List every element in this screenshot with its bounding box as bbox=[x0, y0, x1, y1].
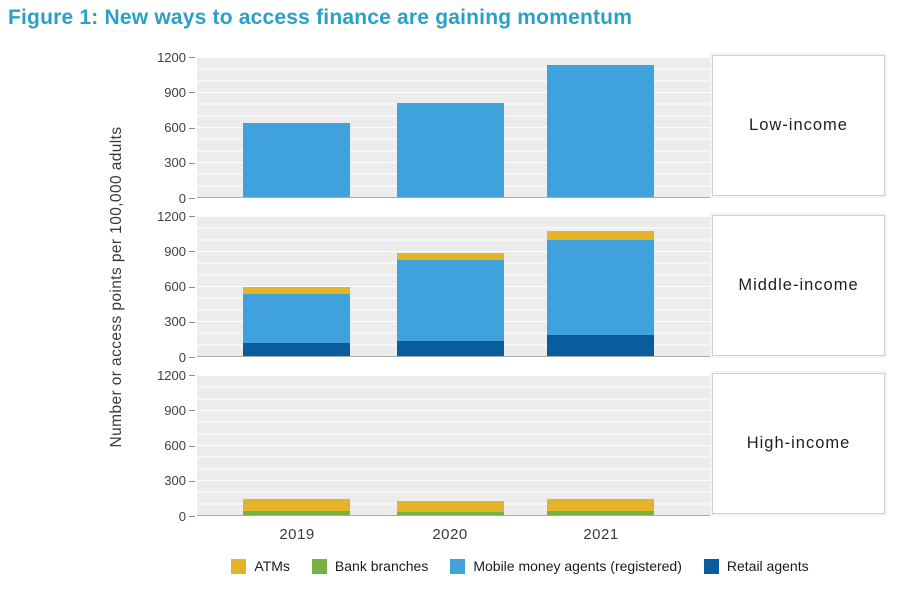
legend-swatch-atms bbox=[231, 558, 247, 574]
stacked-bar-2020 bbox=[397, 103, 505, 197]
stacked-bar-2019 bbox=[243, 286, 351, 356]
y-tick-label: 0 bbox=[178, 349, 186, 365]
panel-label: Middle-income bbox=[738, 276, 859, 294]
plot-panel-middle-income bbox=[197, 216, 710, 357]
legend-item-retail-agents: Retail agents bbox=[703, 558, 809, 574]
panel-label-box-middle-income: Middle-income bbox=[712, 215, 885, 356]
y-tick-label: 1200 bbox=[157, 208, 186, 224]
y-tick-label: 0 bbox=[178, 190, 186, 206]
panel-label-box-low-income: Low-income bbox=[712, 55, 885, 196]
bar-segment bbox=[397, 260, 505, 342]
stacked-bar-2020 bbox=[397, 501, 505, 515]
y-tick-label: 300 bbox=[164, 473, 186, 489]
bar-segment bbox=[546, 231, 655, 240]
y-tick-mark bbox=[189, 216, 195, 217]
y-tick-mark bbox=[189, 445, 195, 447]
x-tick-label-2019: 2019 bbox=[279, 526, 315, 543]
stacked-bar-2021 bbox=[546, 231, 655, 356]
panel-label: Low-income bbox=[749, 116, 848, 134]
legend-swatch-bank-branches bbox=[311, 558, 327, 574]
y-tick-mark bbox=[189, 286, 195, 288]
y-tick-mark bbox=[189, 410, 195, 412]
legend-label: Mobile money agents (registered) bbox=[473, 558, 682, 574]
y-tick-label: 900 bbox=[164, 243, 186, 259]
stacked-bar-2020 bbox=[397, 252, 505, 356]
stacked-bar-2021 bbox=[546, 65, 655, 197]
bar-segment bbox=[243, 511, 351, 515]
y-tick-mark bbox=[189, 357, 195, 358]
stacked-bar-2021 bbox=[546, 499, 655, 515]
plot-panel-high-income bbox=[197, 375, 710, 516]
bar-segment bbox=[243, 122, 351, 197]
y-tick-label: 1200 bbox=[157, 367, 186, 383]
y-tick-label: 1200 bbox=[157, 49, 186, 65]
bar-segment bbox=[546, 65, 655, 197]
y-tick-label: 900 bbox=[164, 84, 186, 100]
y-tick-label: 300 bbox=[164, 155, 186, 171]
bar-segment bbox=[243, 342, 351, 356]
y-tick-mark bbox=[189, 162, 195, 164]
stacked-bar-2019 bbox=[243, 122, 351, 197]
bar-segment bbox=[546, 239, 655, 336]
legend-item-bank-branches: Bank branches bbox=[311, 558, 429, 574]
bar-segment bbox=[243, 293, 351, 343]
legend-swatch-retail-agents bbox=[703, 558, 719, 574]
y-tick-label: 300 bbox=[164, 314, 186, 330]
legend-swatch-mobile-money-agents bbox=[450, 558, 466, 574]
y-tick-mark bbox=[189, 92, 195, 94]
y-tick-label: 900 bbox=[164, 402, 186, 418]
bar-segment bbox=[397, 501, 505, 512]
legend-item-mobile-money-agents: Mobile money agents (registered) bbox=[450, 558, 682, 574]
y-tick-mark bbox=[189, 480, 195, 482]
legend-label: ATMs bbox=[254, 558, 290, 574]
legend-item-atms: ATMs bbox=[231, 558, 290, 574]
bar-segment bbox=[546, 499, 655, 511]
y-tick-mark bbox=[189, 127, 195, 129]
y-tick-label: 600 bbox=[164, 438, 186, 453]
panel-label: High-income bbox=[746, 434, 851, 452]
legend-label: Bank branches bbox=[334, 558, 429, 574]
panel-label-box-high-income: High-income bbox=[712, 373, 885, 514]
y-tick-mark bbox=[189, 321, 195, 323]
bar-segment bbox=[546, 510, 655, 515]
y-tick-mark bbox=[189, 198, 195, 199]
bar-segment bbox=[397, 511, 505, 515]
y-tick-mark bbox=[189, 516, 195, 517]
legend: ATMs Bank branches Mobile money agents (… bbox=[150, 558, 890, 574]
bar-segment bbox=[546, 335, 655, 356]
y-tick-label: 0 bbox=[178, 508, 186, 524]
y-tick-mark bbox=[189, 57, 195, 58]
figure-title: Figure 1: New ways to access finance are… bbox=[8, 6, 633, 29]
bar-segment bbox=[243, 286, 351, 294]
bar-segment bbox=[243, 498, 351, 512]
x-tick-label-2021: 2021 bbox=[583, 526, 619, 543]
legend-label: Retail agents bbox=[726, 558, 809, 574]
stacked-bar-2019 bbox=[243, 498, 351, 515]
y-axis-title: Number or access points per 100,000 adul… bbox=[108, 126, 125, 448]
plot-panel-low-income bbox=[197, 57, 710, 198]
y-tick-label: 600 bbox=[164, 279, 186, 294]
y-tick-mark bbox=[189, 375, 195, 376]
bar-segment bbox=[397, 341, 505, 356]
y-tick-label: 600 bbox=[164, 120, 186, 135]
bar-segment bbox=[397, 252, 505, 261]
bar-segment bbox=[397, 103, 505, 197]
x-tick-label-2020: 2020 bbox=[432, 526, 468, 543]
y-tick-mark bbox=[189, 251, 195, 253]
